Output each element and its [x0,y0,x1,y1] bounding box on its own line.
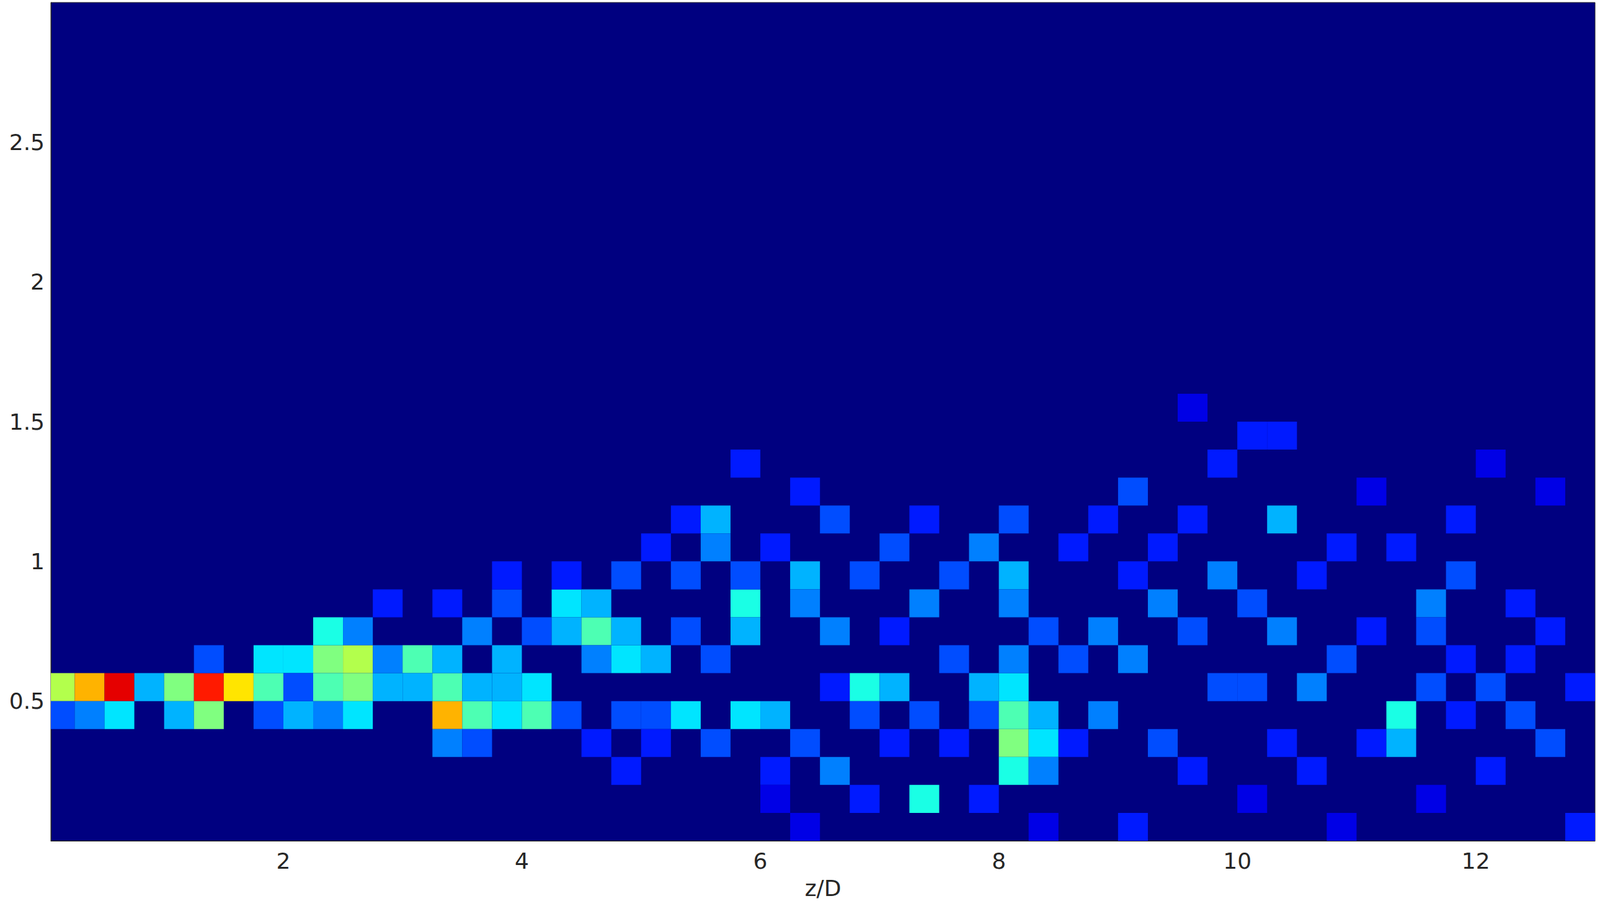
svg-text:6: 6 [753,848,768,874]
svg-text:2: 2 [30,269,45,295]
svg-text:2.5: 2.5 [9,129,45,156]
svg-text:8: 8 [991,848,1006,874]
svg-text:z/D: z/D [804,875,842,902]
svg-text:2: 2 [275,848,291,874]
svg-text:4: 4 [514,848,529,874]
svg-text:10: 10 [1222,848,1252,874]
svg-text:1: 1 [30,548,45,575]
svg-text:1.5: 1.5 [9,409,45,435]
svg-text:0.5: 0.5 [9,688,45,714]
svg-text:12: 12 [1461,848,1491,874]
